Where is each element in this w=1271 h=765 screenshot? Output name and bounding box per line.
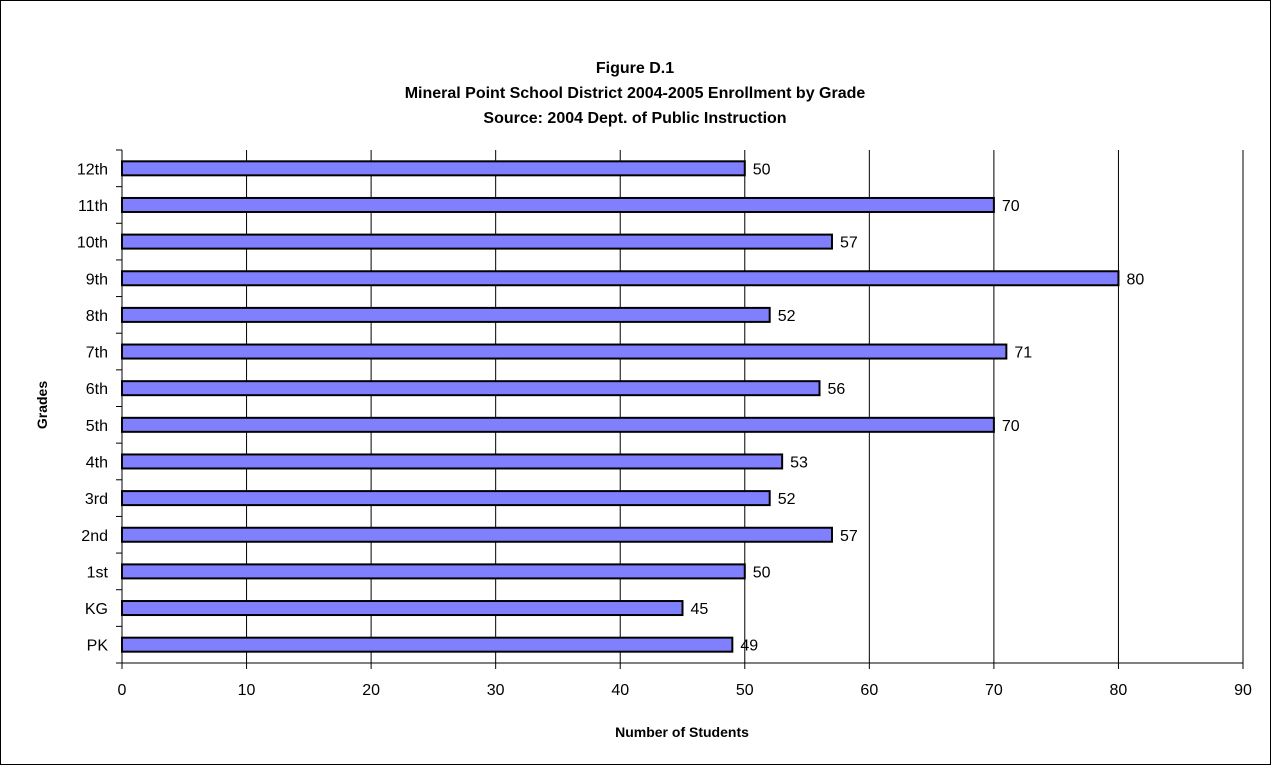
data-label-9th: 80 (1126, 271, 1144, 288)
bar-5th (121, 416, 995, 433)
x-tick-label: 50 (736, 682, 754, 699)
title-line-2: Mineral Point School District 2004-2005 … (405, 85, 866, 102)
plot-area: 50 70 57 80 52 71 56 70 53 52 57 50 45 49 0 10 20 30 40 50… (77, 149, 1252, 699)
y-tick-label: KG (85, 601, 108, 618)
bar-KG (121, 600, 684, 617)
data-label-10th: 57 (840, 235, 858, 252)
x-tick-label: 80 (1110, 682, 1128, 699)
x-tick-label: 90 (1234, 682, 1252, 699)
bar-1st (121, 563, 746, 580)
data-label-3rd: 52 (778, 491, 796, 508)
x-tick-labels: 0 10 20 30 40 50 60 70 80 90 (118, 682, 1252, 699)
x-axis-title: Number of Students (615, 724, 749, 740)
bar-11th (121, 196, 995, 213)
bar-2nd (121, 526, 833, 543)
y-tick-label: 1st (87, 564, 109, 581)
bar-9th (121, 270, 1120, 287)
y-tick-label: 5th (86, 418, 108, 435)
y-tick-label: 4th (86, 454, 108, 471)
bar-6th (121, 380, 821, 397)
gridlines (246, 150, 1244, 663)
y-tick-label: PK (87, 638, 109, 655)
title-line-3: Source: 2004 Dept. of Public Instruction (483, 110, 786, 127)
x-tick-label: 0 (118, 682, 127, 699)
data-label-PK: 49 (740, 638, 758, 655)
bar-PK (121, 636, 734, 653)
bar-4th (121, 453, 784, 470)
y-tick-label: 8th (86, 308, 108, 325)
data-label-5th: 70 (1002, 418, 1020, 435)
data-labels: 50 70 57 80 52 71 56 70 53 52 57 50 45 49 (691, 161, 1145, 654)
x-tick-label: 20 (362, 682, 380, 699)
y-tick-label: 3rd (85, 491, 108, 508)
data-label-2nd: 57 (840, 528, 858, 545)
data-label-11th: 70 (1002, 198, 1020, 215)
y-tick-label: 11th (78, 198, 108, 215)
x-tick-label: 40 (611, 682, 629, 699)
y-tick-label: 9th (86, 271, 108, 288)
bar-12th (121, 160, 746, 177)
bar-3rd (121, 490, 771, 507)
y-tick-label: 12th (77, 161, 108, 178)
data-label-12th: 50 (753, 161, 771, 178)
data-label-8th: 52 (778, 308, 796, 325)
x-tick-label: 10 (238, 682, 256, 699)
data-label-6th: 56 (828, 381, 846, 398)
bar-7th (121, 343, 1008, 360)
bars (121, 160, 1120, 653)
y-tick-labels: 12th 11th 10th 9th 8th 7th 6th 5th 4th 3rd 2nd 1st K… (77, 161, 109, 654)
y-axis-title: Grades (34, 381, 50, 429)
bar-8th (121, 306, 771, 323)
data-label-4th: 53 (790, 454, 808, 471)
data-label-7th: 71 (1014, 345, 1032, 362)
data-label-KG: 45 (691, 601, 709, 618)
axes (116, 149, 1244, 669)
y-tick-label: 6th (86, 381, 108, 398)
chart-title: Figure D.1 Mineral Point School District… (405, 60, 866, 127)
bar-10th (121, 233, 833, 250)
y-tick-label: 2nd (81, 528, 108, 545)
title-line-1: Figure D.1 (596, 60, 674, 77)
x-tick-label: 70 (985, 682, 1003, 699)
x-tick-label: 30 (487, 682, 505, 699)
y-tick-label: 7th (86, 345, 108, 362)
x-tick-label: 60 (860, 682, 878, 699)
y-tick-label: 10th (77, 235, 108, 252)
data-label-1st: 50 (753, 564, 771, 581)
